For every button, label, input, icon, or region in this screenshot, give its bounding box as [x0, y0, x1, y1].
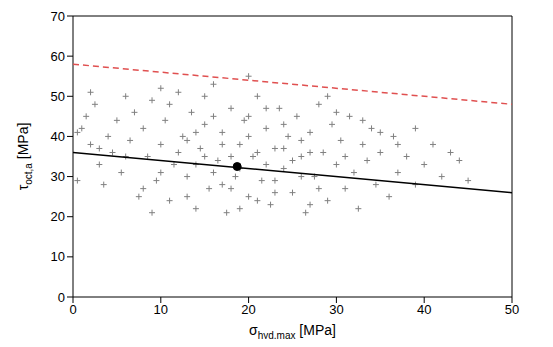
svg-text:50: 50 — [505, 302, 519, 317]
svg-text:0: 0 — [69, 302, 76, 317]
svg-text:60: 60 — [51, 49, 65, 64]
svg-text:0: 0 — [58, 290, 65, 305]
svg-text:τoct,a [MPa]: τoct,a [MPa] — [15, 123, 34, 191]
svg-text:σhyd,max [MPa]: σhyd,max [MPa] — [249, 322, 336, 339]
svg-text:10: 10 — [51, 249, 65, 264]
svg-text:40: 40 — [51, 129, 65, 144]
svg-text:20: 20 — [51, 209, 65, 224]
svg-text:30: 30 — [329, 302, 343, 317]
svg-text:40: 40 — [417, 302, 431, 317]
svg-text:10: 10 — [154, 302, 168, 317]
svg-text:50: 50 — [51, 89, 65, 104]
svg-text:70: 70 — [51, 9, 65, 24]
svg-text:30: 30 — [51, 169, 65, 184]
svg-text:20: 20 — [241, 302, 255, 317]
